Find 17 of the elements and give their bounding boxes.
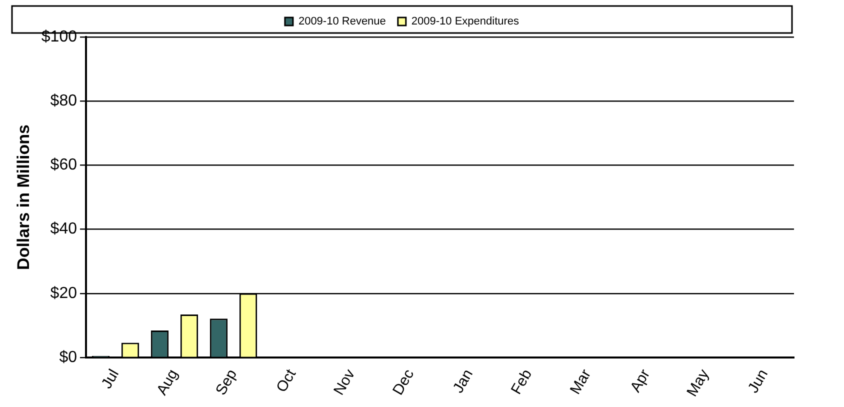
x-tick-label: Apr (627, 366, 654, 396)
x-tick-label: Jun (744, 366, 772, 396)
x-tick-label: Oct (273, 366, 300, 396)
x-tick-label: Feb (508, 366, 536, 398)
x-tick-label: Mar (566, 366, 595, 398)
x-tick-label: Jan (450, 366, 477, 396)
y-tick-label: $80 (50, 92, 78, 110)
x-tick-label: Jul (98, 366, 123, 392)
legend-label: 2009-10 Expenditures (411, 16, 520, 28)
y-tick-label: $60 (50, 156, 78, 174)
legend-label: 2009-10 Revenue (298, 16, 386, 28)
y-tick-label: $20 (50, 284, 78, 302)
y-tick-label: $0 (59, 348, 78, 366)
x-tick-label: Sep (212, 366, 241, 398)
y-tick-label: $40 (50, 220, 78, 238)
x-tick-label: Dec (389, 366, 418, 398)
y-axis-title: Dollars in Millions (14, 124, 33, 270)
